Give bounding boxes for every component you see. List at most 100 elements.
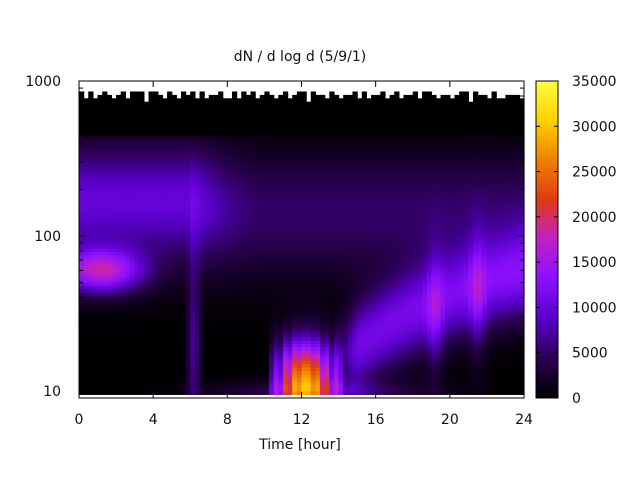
heatmap-cell xyxy=(301,241,307,246)
heatmap-cell xyxy=(199,152,205,157)
heatmap-cell xyxy=(282,275,289,280)
heatmap-cell xyxy=(180,322,187,327)
heatmap-cell xyxy=(97,105,103,110)
heatmap-cell xyxy=(143,139,150,144)
heatmap-cell xyxy=(231,353,238,358)
heatmap-cell xyxy=(111,309,117,314)
heatmap-cell xyxy=(329,285,335,290)
heatmap-cell xyxy=(264,118,270,123)
heatmap-cell xyxy=(231,217,238,222)
heatmap-cell xyxy=(157,377,164,382)
heatmap-cell xyxy=(116,261,122,266)
heatmap-cell xyxy=(315,105,321,110)
heatmap-cell xyxy=(231,196,238,201)
heatmap-cell xyxy=(264,135,270,140)
heatmap-cell xyxy=(227,176,233,181)
heatmap-cell xyxy=(120,91,126,96)
heatmap-cell xyxy=(282,343,289,348)
heatmap-cell xyxy=(97,312,103,317)
heatmap-cell xyxy=(282,305,289,310)
heatmap-cell xyxy=(97,299,103,304)
heatmap-cell xyxy=(278,145,284,150)
heatmap-cell xyxy=(310,356,317,361)
heatmap-cell xyxy=(218,94,224,99)
heatmap-cell xyxy=(129,183,136,188)
heatmap-cell xyxy=(231,261,238,266)
heatmap-cell xyxy=(171,268,177,273)
heatmap-cell xyxy=(139,145,145,150)
heatmap-cell xyxy=(97,186,103,191)
heatmap-cell xyxy=(329,179,335,184)
heatmap-cell xyxy=(102,145,108,150)
heatmap-cell xyxy=(134,101,140,106)
heatmap-cell xyxy=(333,193,340,198)
heatmap-cell xyxy=(194,203,201,208)
heatmap-cell xyxy=(97,111,103,116)
heatmap-cell xyxy=(106,271,113,276)
heatmap-cell xyxy=(153,132,159,137)
heatmap-cell xyxy=(306,210,312,215)
heatmap-cell xyxy=(282,135,289,140)
heatmap-cell xyxy=(310,380,317,385)
heatmap-cell xyxy=(338,333,344,338)
heatmap-cell xyxy=(129,169,136,174)
heatmap-cell xyxy=(273,166,279,171)
heatmap-cell xyxy=(287,224,293,229)
heatmap-cell xyxy=(88,105,94,110)
heatmap-cell xyxy=(301,254,307,259)
heatmap-cell xyxy=(88,193,94,198)
heatmap-cell xyxy=(143,142,150,147)
heatmap-cell xyxy=(180,237,187,242)
heatmap-cell xyxy=(199,173,205,178)
heatmap-cell xyxy=(278,227,284,232)
heatmap-cell xyxy=(278,316,284,321)
heatmap-cell xyxy=(306,200,312,205)
heatmap-cell xyxy=(241,288,247,293)
heatmap-cell xyxy=(185,190,191,195)
heatmap-cell xyxy=(282,224,289,229)
heatmap-cell xyxy=(162,139,168,144)
heatmap-cell xyxy=(143,152,150,157)
heatmap-cell xyxy=(176,244,182,249)
heatmap-cell xyxy=(333,319,340,324)
heatmap-cell xyxy=(255,196,261,201)
heatmap-cell xyxy=(227,166,233,171)
heatmap-cell xyxy=(129,384,136,389)
heatmap-cell xyxy=(157,350,164,355)
heatmap-cell xyxy=(204,275,210,280)
heatmap-cell xyxy=(264,220,270,225)
heatmap-cell xyxy=(199,210,205,215)
heatmap-cell xyxy=(329,118,335,123)
heatmap-cell xyxy=(143,254,150,259)
heatmap-cell xyxy=(259,339,266,344)
heatmap-cell xyxy=(134,380,140,385)
heatmap-cell xyxy=(310,305,317,310)
heatmap-cell xyxy=(92,360,99,365)
heatmap-cell xyxy=(324,200,330,205)
heatmap-cell xyxy=(320,207,326,212)
heatmap-cell xyxy=(222,343,228,348)
heatmap-cell xyxy=(129,322,136,327)
heatmap-cell xyxy=(204,125,210,130)
heatmap-cell xyxy=(255,111,261,116)
heatmap-cell xyxy=(120,111,126,116)
heatmap-cell xyxy=(329,271,335,276)
heatmap-cell xyxy=(264,275,270,280)
heatmap-cell xyxy=(287,193,293,198)
heatmap-cell xyxy=(292,350,298,355)
heatmap-cell xyxy=(134,295,140,300)
heatmap-cell xyxy=(269,268,275,273)
heatmap-cell xyxy=(250,231,256,236)
heatmap-cell xyxy=(287,179,293,184)
heatmap-cell xyxy=(111,346,117,351)
heatmap-cell xyxy=(157,326,164,331)
heatmap-cell xyxy=(171,122,177,127)
heatmap-cell xyxy=(241,265,247,270)
heatmap-cell xyxy=(83,186,89,191)
heatmap-cell xyxy=(259,316,266,321)
heatmap-cell xyxy=(236,196,242,201)
heatmap-cell xyxy=(180,377,187,382)
heatmap-cell xyxy=(162,268,168,273)
heatmap-cell xyxy=(320,275,326,280)
heatmap-cell xyxy=(157,183,164,188)
